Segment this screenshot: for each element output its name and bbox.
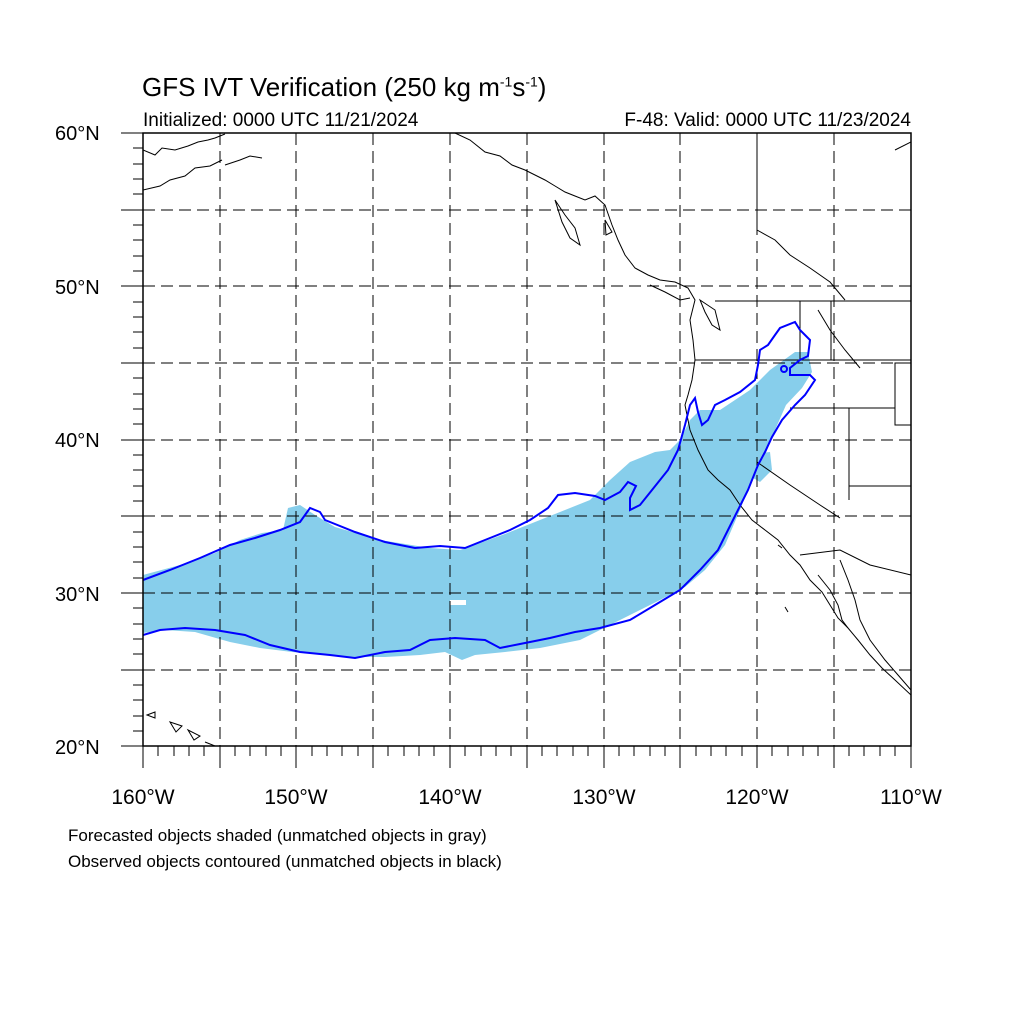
political-borders <box>695 133 911 576</box>
valid-time-label: F-48: Valid: 0000 UTC 11/23/2024 <box>624 110 911 131</box>
lat-label-60n: 60°N <box>55 123 100 145</box>
legend-observed-note: Observed objects contoured (unmatched ob… <box>68 852 502 871</box>
observed-small-ring <box>780 365 788 373</box>
axis-ticks <box>121 132 912 768</box>
observed-object-contour <box>143 320 817 660</box>
lon-label-120w: 120°W <box>725 786 789 809</box>
lon-label-150w: 150°W <box>264 786 328 809</box>
legend-forecast-note: Forecasted objects shaded (unmatched obj… <box>68 826 487 845</box>
lon-label-160w: 160°W <box>111 786 175 809</box>
map-frame <box>142 132 912 747</box>
coastlines <box>143 133 911 746</box>
map-title: GFS IVT Verification (250 kg m-1s-1) <box>142 72 547 102</box>
initialized-label: Initialized: 0000 UTC 11/21/2024 <box>143 110 419 131</box>
lon-label-140w: 140°W <box>418 786 482 809</box>
forecast-hole <box>450 600 466 605</box>
forecast-object <box>143 352 812 660</box>
lat-label-50n: 50°N <box>55 277 100 299</box>
lon-label-130w: 130°W <box>572 786 636 809</box>
lat-label-20n: 20°N <box>55 737 100 759</box>
minor-ticks <box>133 147 896 756</box>
lon-label-110w: 110°W <box>880 786 942 809</box>
lat-label-40n: 40°N <box>55 430 100 452</box>
lat-label-30n: 30°N <box>55 584 100 606</box>
graticule <box>143 133 911 746</box>
